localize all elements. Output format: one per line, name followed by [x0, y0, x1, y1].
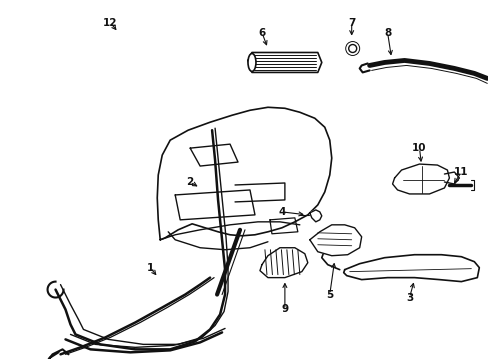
Polygon shape [309, 210, 321, 222]
Text: 2: 2 [186, 177, 193, 187]
Text: 12: 12 [103, 18, 118, 28]
Text: 8: 8 [383, 28, 390, 37]
Polygon shape [247, 53, 321, 72]
Text: 5: 5 [325, 289, 333, 300]
Text: 1: 1 [146, 263, 154, 273]
Polygon shape [260, 248, 307, 278]
Polygon shape [343, 255, 478, 282]
Text: 6: 6 [258, 28, 265, 37]
Circle shape [348, 45, 356, 53]
Text: 4: 4 [278, 207, 285, 217]
Polygon shape [392, 164, 448, 194]
Text: 9: 9 [281, 305, 288, 315]
Text: 3: 3 [405, 293, 412, 302]
Text: 11: 11 [453, 167, 468, 177]
Ellipse shape [247, 54, 255, 71]
Text: 10: 10 [411, 143, 426, 153]
Text: 7: 7 [347, 18, 355, 28]
Polygon shape [309, 225, 361, 256]
